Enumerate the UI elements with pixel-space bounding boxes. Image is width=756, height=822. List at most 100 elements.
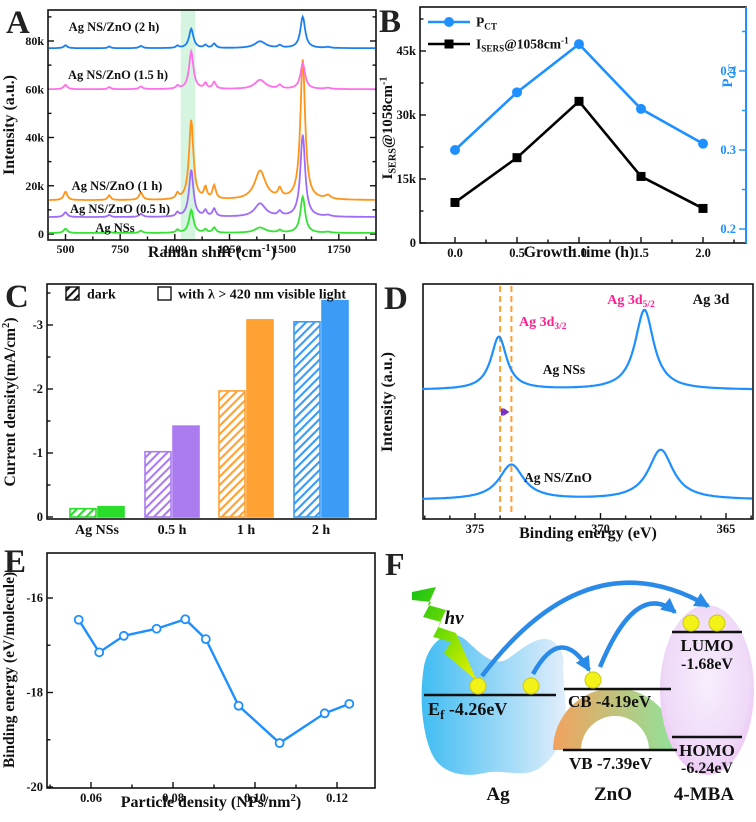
y-tick-label: 80k — [25, 34, 44, 48]
y-tick-label: 30k — [397, 108, 417, 122]
y-tick-label: -1 — [33, 446, 43, 460]
charge-transfer-arrow-ag-cb — [531, 645, 591, 676]
x-tick-label: 0.06 — [80, 791, 102, 805]
category-label: 1 h — [237, 523, 256, 538]
x-tick-label: 1750 — [327, 242, 351, 256]
trace-label: Ag NS/ZnO (1.5 h) — [68, 68, 168, 82]
trace-label: Ag NSs — [543, 362, 585, 377]
data-point — [698, 203, 708, 213]
legend-label: with λ > 420 nm visible light — [178, 288, 346, 303]
panel-letter-d: D — [384, 281, 408, 317]
peak-annotation: Ag 3d3/2 — [519, 315, 567, 332]
data-point — [512, 153, 522, 163]
right-tick-label: 0.4 — [720, 64, 736, 78]
bar-light — [246, 319, 274, 518]
bar-dark — [293, 320, 321, 518]
x-tick-label: 500 — [56, 242, 74, 256]
peak-annotation: Ag 3d5/2 — [607, 293, 655, 310]
y-tick-label: -3 — [33, 318, 43, 332]
y-tick-label: 45k — [397, 44, 417, 58]
right-tick-label: 0.2 — [720, 222, 736, 236]
category-label: 2 h — [312, 523, 331, 538]
data-point — [344, 698, 355, 709]
vb-label: VB -7.39eV — [569, 754, 653, 773]
legend-label: ISERS@1058cm-1 — [476, 35, 569, 53]
y-tick-label: 0 — [410, 236, 416, 250]
x-tick-label: 1.0 — [571, 246, 587, 260]
trace-label: Ag NS/ZnO (0.5 h) — [70, 202, 170, 216]
right-tick-label: 0.3 — [720, 143, 736, 157]
data-point — [450, 197, 460, 207]
data-point — [233, 700, 244, 711]
legend-swatch-open — [157, 286, 172, 301]
x-tick-label: 0.12 — [326, 791, 348, 805]
cb-label: CB -4.19eV — [568, 692, 652, 711]
x-axis-title: Binding energy (eV) — [519, 525, 657, 542]
bar-dark — [69, 507, 97, 518]
x-tick-label: 1000 — [163, 242, 187, 256]
plot-frame — [47, 9, 377, 241]
y-axis-title: Intensity (a.u.) — [379, 352, 396, 452]
electron-dot — [522, 677, 540, 695]
x-tick-label: 750 — [111, 242, 129, 256]
bar-light — [97, 505, 125, 518]
panel-f-energy-diagram: F hν Ef -4.26eV CB -4.19eV VB -7.39eV LU… — [385, 546, 754, 805]
electron-dot — [469, 677, 487, 695]
panel-e-scatter-chart: 0.06 0.08 0.10 0.12 -16 -18 -20 Particle densit… — [1, 544, 376, 811]
panel-d-xps-chart: 375 370 365 Ag NSs Ag NS/ZnO Ag 3d3/2 Ag 3d5/2… — [379, 281, 754, 542]
material-label-mba: 4-MBA — [674, 784, 734, 805]
category-label: 0.5 h — [158, 523, 187, 538]
y-tick-label: 15k — [397, 172, 417, 186]
legend-marker — [444, 39, 454, 49]
y-tick-label: 20k — [25, 179, 44, 193]
data-point — [319, 708, 330, 719]
x-axis-title: Particle density (NPs/nm2) — [121, 792, 302, 811]
y-tick-label: 40k — [25, 131, 44, 145]
raman-trace — [48, 59, 375, 201]
y-axis-title: Current density(mA/cm2) — [1, 317, 19, 486]
legend-swatch-hatch — [65, 286, 80, 301]
data-point — [200, 634, 211, 645]
x-tick-label: 0.0 — [447, 246, 463, 260]
panel-c-bar-chart: 0 -1 -2 -3 Ag NSs 0.5 h 1 h 2 h dark with λ > 420… — [1, 279, 377, 538]
x-axis-title: Raman shift (cm-1) — [148, 242, 276, 261]
plot-frame — [46, 552, 376, 789]
y-axis-title: Binding energy (eV/molecule) — [1, 572, 18, 768]
panel-letter-c: C — [5, 279, 29, 315]
hv-label: hν — [445, 608, 465, 629]
data-point — [180, 614, 191, 625]
panel-letter-b: B — [379, 4, 401, 40]
data-point — [151, 623, 162, 634]
x-tick-label: 365 — [717, 522, 736, 536]
homo-value: -6.24eV — [681, 760, 733, 777]
data-line — [454, 99, 704, 210]
panel-b-growth-chart: 0.0 0.5 1.0 1.5 2.0015k30k45k0.20.30.4PCTISE… — [378, 4, 747, 261]
zno-arch-shape — [553, 688, 677, 750]
y-axis-title-right: PCT — [720, 64, 738, 88]
x-tick-label: 370 — [591, 522, 610, 536]
raman-trace — [48, 134, 375, 218]
panel-letter-e: E — [4, 544, 26, 580]
trace-label: Ag NS/ZnO — [524, 470, 592, 485]
lumo-value: -1.68eV — [681, 656, 733, 673]
x-tick-label: 375 — [466, 522, 485, 536]
charge-transfer-arrow-cb-lumo — [597, 597, 677, 668]
raman-trace — [48, 48, 375, 91]
plot-frame — [422, 283, 754, 520]
data-point — [574, 96, 584, 106]
data-point — [636, 103, 646, 114]
category-label: Ag NSs — [75, 523, 120, 538]
y-tick-label: 0 — [37, 510, 43, 524]
trace-label: Ag NS/ZnO (2 h) — [69, 20, 160, 34]
data-point — [274, 738, 285, 748]
data-point — [73, 614, 84, 625]
electron-dot — [708, 614, 726, 632]
y-tick-label: 0 — [38, 227, 44, 241]
y-tick-label: -20 — [26, 780, 43, 794]
shift-arrow-head — [503, 408, 510, 416]
homo-label: HOMO — [679, 741, 735, 760]
x-tick-label: 1250 — [217, 242, 241, 256]
x-axis-title: Growth time (h) — [524, 244, 635, 261]
data-point — [94, 647, 105, 658]
